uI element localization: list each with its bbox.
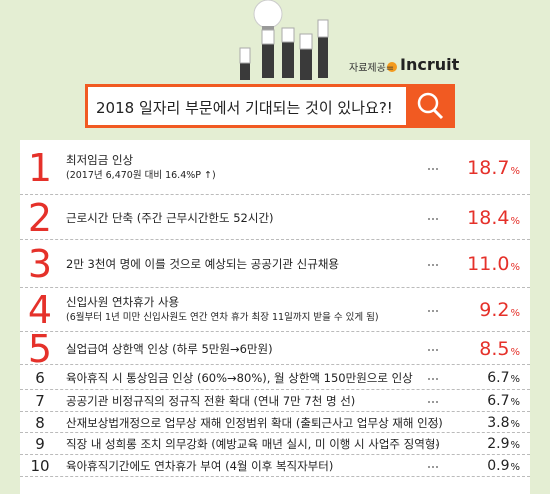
percentage: 8.5%	[479, 337, 520, 365]
percentage: 6.7%	[487, 366, 520, 392]
percentage-value: 2.9	[487, 436, 510, 452]
ranking-row: 2 근로시간 단축 (주간 근무시간한도 52시간) 18.4%	[20, 195, 530, 240]
ranking-row: 8 산재보상법개정으로 업무상 재해 인정범위 확대 (출퇴근사고 업무상 재해 …	[20, 412, 530, 433]
item-text: 근로시간 단축 (주간 근무시간한도 52시간)	[66, 210, 274, 225]
ranking-list: 1 최저임금 인상 (2017년 6,470원 대비 16.4%P ↑) 18.7% 2…	[20, 140, 530, 494]
percentage-unit: %	[510, 373, 520, 385]
percentage-value: 3.8	[487, 414, 510, 431]
percentage-value: 9.2	[479, 299, 510, 321]
search-button[interactable]	[406, 84, 455, 128]
source-label: 자료제공=	[349, 63, 395, 74]
ranking-row: 10 육아휴직기간에도 연차휴가 부여 (4월 이후 복직자부터) 0.9%	[20, 455, 530, 477]
rank: 4	[27, 288, 53, 332]
item-text: 실업급여 상한액 인상 (하루 5만원→6만원)	[66, 341, 273, 356]
leader-dots	[428, 348, 438, 351]
percentage-unit: %	[510, 462, 520, 473]
rank: 3	[27, 242, 53, 286]
percentage: 3.8%	[487, 411, 520, 437]
percentage: 11.0%	[467, 252, 520, 280]
item-text: 2만 3천여 명에 이를 것으로 예상되는 공공기관 신규채용	[66, 257, 339, 271]
percentage-value: 6.7	[487, 393, 510, 409]
percentage-unit: %	[510, 308, 520, 319]
logo-dot	[387, 62, 397, 72]
rank: 9	[35, 435, 45, 453]
percentage: 2.9%	[487, 432, 520, 458]
source-name: Incruit	[400, 55, 460, 74]
percentage-value: 18.4	[467, 206, 510, 229]
percentage: 9.2%	[479, 298, 520, 326]
ranking-row: 4 신입사원 연차휴가 사용 (6월부터 1년 미만 신입사원도 연간 연차 휴가 …	[20, 288, 530, 332]
ranking-row: 5 실업급여 상한액 인상 (하루 5만원→6만원) 8.5%	[20, 327, 530, 371]
leader-dots	[428, 167, 438, 170]
ranking-row: 1 최저임금 인상 (2017년 6,470원 대비 16.4%P ↑) 18.7%	[20, 140, 530, 195]
item-text: 신입사원 연차휴가 사용	[66, 295, 180, 309]
rank: 7	[35, 392, 45, 410]
rank: 10	[30, 457, 50, 475]
item-text: 직장 내 성희롱 조치 의무강화 (예방교육 매년 실시, 미 이행 시 사업주…	[66, 437, 440, 451]
percentage-value: 8.5	[479, 337, 510, 360]
question: 2018 일자리 부문에서 기대되는 것이 있나요?!	[96, 99, 393, 117]
leader-dots	[428, 444, 438, 446]
leader-dots	[428, 217, 438, 220]
item-text: 육아휴직 시 통상임금 인상 (60%→80%), 월 상한액 150만원으로 …	[66, 370, 413, 385]
leader-dots	[428, 422, 438, 425]
leader-dots	[428, 264, 438, 266]
ranking-row: 3 2만 3천여 명에 이를 것으로 예상되는 공공기관 신규채용 11.0%	[20, 240, 530, 288]
rank: 5	[27, 326, 53, 371]
search-icon	[417, 92, 444, 120]
percentage: 6.7%	[487, 389, 520, 415]
item-text: 육아휴직기간에도 연차휴가 부여 (4월 이후 복직자부터)	[66, 459, 334, 473]
rank: 6	[35, 368, 45, 387]
percentage-value: 6.7	[487, 369, 510, 386]
item-text: 공공기관 비정규직의 정규직 전환 확대 (연내 7만 7천 명 선)	[66, 394, 356, 408]
rank: 2	[27, 195, 53, 240]
percentage-unit: %	[510, 215, 520, 227]
leader-dots	[428, 466, 438, 468]
percentage-unit: %	[510, 262, 520, 273]
percentage: 0.9%	[487, 454, 520, 480]
item-text: (6월부터 1년 미만 신입사원도 연간 연차 휴가 최장 11일까지 받을 수…	[66, 312, 379, 323]
item-text: (2017년 6,470원 대비 16.4%P ↑)	[66, 169, 216, 181]
leader-dots	[428, 401, 438, 403]
percentage-unit: %	[510, 440, 520, 451]
item-text: 최저임금 인상	[66, 152, 134, 167]
illustration	[239, 0, 397, 80]
ranking-row: 6 육아휴직 시 통상임금 인상 (60%→80%), 월 상한액 150만원으로…	[20, 365, 530, 390]
percentage-value: 0.9	[487, 458, 510, 474]
percentage: 18.7%	[467, 156, 520, 184]
percentage-value: 11.0	[467, 253, 510, 275]
leader-dots	[428, 377, 438, 380]
leader-dots	[428, 310, 438, 312]
rank: 8	[35, 413, 45, 432]
percentage-value: 18.7	[467, 156, 510, 179]
item-text: 산재보상법개정으로 업무상 재해 인정범위 확대 (출퇴근사고 업무상 재해 인…	[66, 415, 443, 430]
percentage-unit: %	[510, 397, 520, 408]
percentage-unit: %	[510, 165, 520, 177]
search-box: 2018 일자리 부문에서 기대되는 것이 있나요?!	[85, 84, 451, 128]
percentage-unit: %	[510, 346, 520, 358]
ranking-row: 9 직장 내 성희롱 조치 의무강화 (예방교육 매년 실시, 미 이행 시 사업…	[20, 433, 530, 455]
bulb	[253, 0, 283, 29]
ranking-row: 7 공공기관 비정규직의 정규직 전환 확대 (연내 7만 7천 명 선) 6.7%	[20, 390, 530, 412]
percentage: 18.4%	[467, 206, 520, 234]
percentage-unit: %	[510, 418, 520, 430]
rank: 1	[27, 145, 53, 190]
